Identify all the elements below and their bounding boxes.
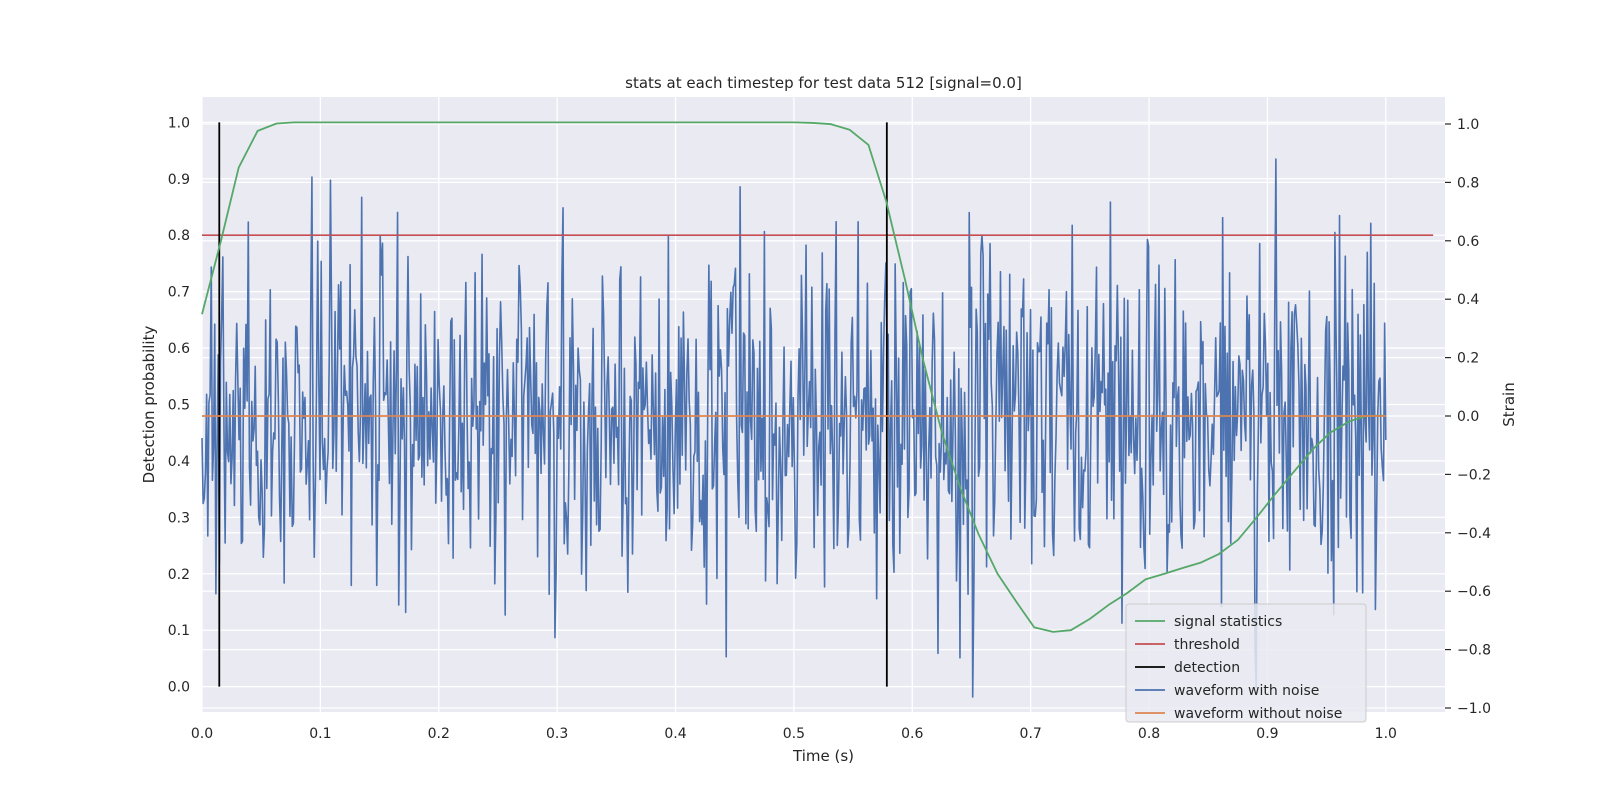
legend-box xyxy=(1125,603,1367,723)
y-left-tick-label: 0.9 xyxy=(168,172,190,188)
x-tick-label: 1.0 xyxy=(1375,726,1397,742)
x-tick-label: 0.7 xyxy=(1020,726,1042,742)
x-tick-label: 0.5 xyxy=(783,726,805,742)
y-right-tick-label: 0.0 xyxy=(1457,409,1479,425)
y-left-tick-label: 0.0 xyxy=(168,680,190,696)
x-tick-label: 0.1 xyxy=(309,726,331,742)
legend-label: signal statistics xyxy=(1174,614,1282,630)
x-tick-label: 0.6 xyxy=(901,726,923,742)
x-tick-label: 0.0 xyxy=(191,726,213,742)
y-left-tick-label: 1.0 xyxy=(168,115,190,131)
y-left-tick-label: 0.7 xyxy=(168,285,190,301)
legend-label: waveform without noise xyxy=(1174,706,1342,722)
y-left-tick-label: 0.6 xyxy=(168,341,190,357)
x-tick-label: 0.9 xyxy=(1256,726,1278,742)
y-axis-left-label: Detection probability xyxy=(140,326,158,484)
y-right-tick-label: 0.6 xyxy=(1457,234,1479,250)
axes-layer: 0.0 0.1 0.2 0.3 0.4 0.5 0.6 0.7 0.8 0.9 1.0 0.0 0.1 0… xyxy=(168,115,1491,742)
y-right-tick-label: 0.4 xyxy=(1457,292,1479,308)
legend: signal statistics threshold detection wavef… xyxy=(1125,603,1367,723)
y-left-tick-label: 0.5 xyxy=(168,398,190,414)
series-waveform-with-noise xyxy=(201,158,1387,698)
y-right-tick-label: 0.2 xyxy=(1457,351,1479,367)
x-tick-label: 0.2 xyxy=(428,726,450,742)
y-right-tick-label: −0.6 xyxy=(1457,584,1491,600)
y-right-tick-label: 1.0 xyxy=(1457,117,1479,133)
y-right-tick-label: −0.4 xyxy=(1457,526,1491,542)
x-axis-label: Time (s) xyxy=(792,747,854,765)
chart-title: stats at each timestep for test data 512… xyxy=(625,74,1022,92)
x-tick-label: 0.3 xyxy=(546,726,568,742)
y-right-tick-label: 0.8 xyxy=(1457,175,1479,191)
legend-label: threshold xyxy=(1174,637,1240,653)
y-right-tick-label: −0.8 xyxy=(1457,643,1491,659)
y-right-tick-label: −1.0 xyxy=(1457,701,1491,717)
series-signal-statistics xyxy=(201,121,1386,633)
y-left-tick-label: 0.1 xyxy=(168,623,190,639)
legend-label: detection xyxy=(1174,660,1240,676)
y-left-tick-label: 0.8 xyxy=(168,228,190,244)
y-left-tick-label: 0.3 xyxy=(168,510,190,526)
y-left-tick-label: 0.2 xyxy=(168,567,190,583)
series-layer xyxy=(201,121,1434,698)
y-right-tick-label: −0.2 xyxy=(1457,467,1491,483)
y-left-tick-label: 0.4 xyxy=(168,454,190,470)
x-tick-label: 0.4 xyxy=(664,726,686,742)
legend-label: waveform with noise xyxy=(1174,683,1319,699)
x-tick-label: 0.8 xyxy=(1138,726,1160,742)
y-axis-right-label: Strain xyxy=(1500,382,1518,426)
